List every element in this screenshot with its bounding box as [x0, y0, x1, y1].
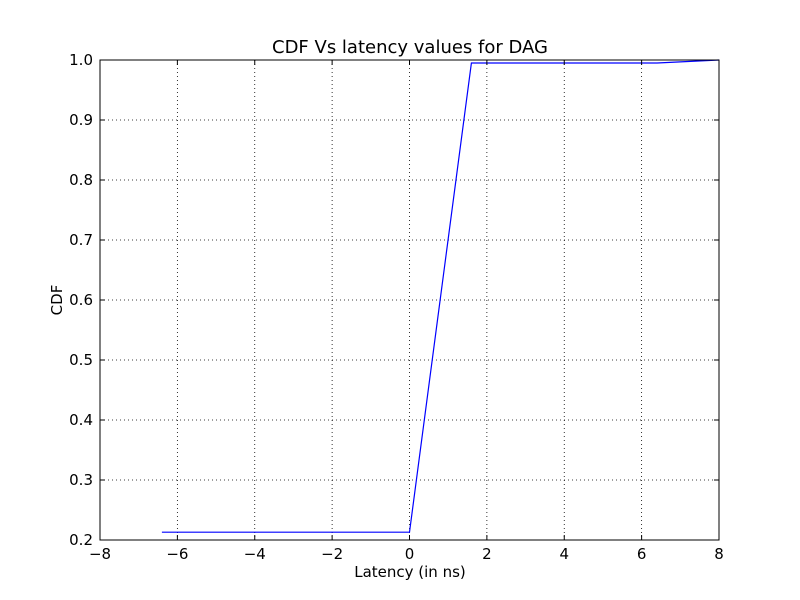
y-tick-label: 0.6: [69, 291, 93, 309]
y-tick-label: 0.7: [69, 231, 93, 249]
x-tick-label: 0: [405, 545, 415, 563]
x-tick-label: 2: [482, 545, 492, 563]
y-tick-label: 0.3: [69, 471, 93, 489]
y-tick-labels: 0.2 0.3 0.4 0.5 0.6 0.7 0.8 0.9 1.0: [69, 51, 93, 549]
ticks: [99, 59, 720, 541]
y-tick-label: 0.2: [69, 531, 93, 549]
y-axis-label: CDF: [48, 285, 66, 316]
x-tick-labels: −8 −6 −4 −2 0 2 4 6 8: [89, 545, 724, 563]
series-layer: [161, 59, 720, 533]
chart-title: CDF Vs latency values for DAG: [272, 37, 548, 58]
y-tick-label: 0.5: [69, 351, 93, 369]
y-tick-label: 0.9: [69, 111, 93, 129]
y-tick-label: 0.8: [69, 171, 93, 189]
x-tick-label: 8: [714, 545, 724, 563]
x-axis-label: Latency (in ns): [354, 563, 466, 581]
y-tick-label: 0.4: [69, 411, 93, 429]
x-tick-label: −4: [244, 545, 266, 563]
x-tick-label: 6: [637, 545, 647, 563]
y-tick-label: 1.0: [69, 51, 93, 69]
x-tick-label: 4: [559, 545, 569, 563]
cdf-line: [161, 59, 720, 533]
x-tick-label: −2: [321, 545, 343, 563]
x-tick-label: −8: [89, 545, 111, 563]
x-tick-label: −6: [166, 545, 188, 563]
